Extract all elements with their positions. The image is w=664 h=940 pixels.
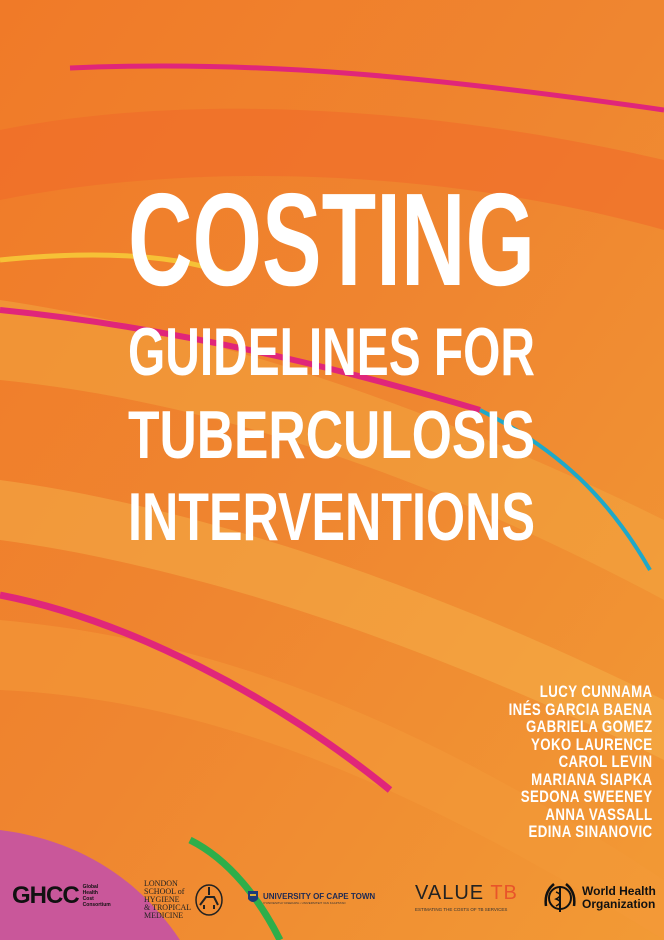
- lshtm-text-line: SCHOOL of: [144, 887, 185, 896]
- uct-logo: UNIVERSITY OF CAPE TOWN IYUNIVESITHI YAS…: [248, 891, 375, 905]
- author: SEDONA SWEENEY: [520, 787, 652, 806]
- ghcc-logo: GHCC Global Health Cost Consortium: [12, 882, 111, 910]
- who-emblem-icon: [544, 883, 576, 912]
- subtitle-line-2: TUBERCULOSIS: [128, 397, 535, 473]
- who-text: World Health Organization: [582, 885, 656, 911]
- author: CAROL LEVIN: [558, 752, 652, 771]
- lshtm-text-line: HYGIENE: [144, 895, 180, 904]
- uct-shield-icon: [248, 891, 258, 902]
- valuetb-tb: TB: [490, 882, 518, 904]
- cover-title-block: COSTING GUIDELINES FOR TUBERCULOSIS INTE…: [128, 166, 535, 555]
- ghcc-text-line: Health: [82, 890, 98, 896]
- lshtm-text: LONDON SCHOOL of HYGIENE & TROPICAL MEDI…: [144, 880, 191, 920]
- pink-swoosh: [69, 63, 664, 113]
- valuetb-tagline: ESTIMATING THE COSTS OF TB SERVICES: [415, 907, 508, 912]
- who-logo: World Health Organization: [542, 880, 656, 916]
- author: MARIANA SIAPKA: [530, 769, 652, 789]
- author: GABRIELA GOMEZ: [525, 717, 652, 736]
- lshtm-crest-icon: [195, 884, 223, 916]
- ghcc-mark: GHCC: [12, 882, 80, 909]
- valuetb-logo: VALUE TB ESTIMATING THE COSTS OF TB SERV…: [415, 882, 518, 912]
- valuetb-value: VALUE: [415, 882, 485, 904]
- lshtm-text-line: LONDON: [144, 879, 178, 888]
- author: YOKO LAURENCE: [530, 734, 652, 754]
- green-swoosh: [188, 836, 284, 940]
- lshtm-text-line: & TROPICAL: [144, 903, 192, 912]
- uct-text: UNIVERSITY OF CAPE TOWN IYUNIVESITHI YAS…: [263, 892, 375, 905]
- ghcc-text-line: Consortium: [82, 902, 111, 908]
- ghcc-text: Global Health Cost Consortium: [83, 884, 111, 908]
- who-line2: Organization: [582, 897, 656, 911]
- ghcc-text-line: Cost: [82, 896, 94, 902]
- uct-name: UNIVERSITY OF CAPE TOWN: [263, 891, 376, 901]
- uct-sub: IYUNIVESITHI YASEKAPA • UNIVERSITEIT VAN…: [263, 900, 346, 905]
- lshtm-text-line: MEDICINE: [144, 911, 184, 920]
- subtitle-line-1: GUIDELINES FOR: [128, 314, 535, 390]
- cover-title: COSTING: [128, 166, 535, 313]
- subtitle-line-3: INTERVENTIONS: [128, 479, 535, 555]
- lshtm-logo: LONDON SCHOOL of HYGIENE & TROPICAL MEDI…: [144, 880, 224, 920]
- author-list: LUCY CUNNAMA INÉS GARCIA BAENA GABRIELA …: [468, 683, 653, 841]
- ghcc-text-line: Global: [82, 884, 99, 890]
- author: LUCY CUNNAMA: [539, 682, 652, 701]
- author: EDINA SINANOVIC: [528, 822, 652, 841]
- teal-swoosh: [479, 408, 652, 571]
- who-line1: World Health: [582, 884, 656, 898]
- author: INÉS GARCIA BAENA: [508, 699, 652, 719]
- author: ANNA VASSALL: [544, 804, 652, 824]
